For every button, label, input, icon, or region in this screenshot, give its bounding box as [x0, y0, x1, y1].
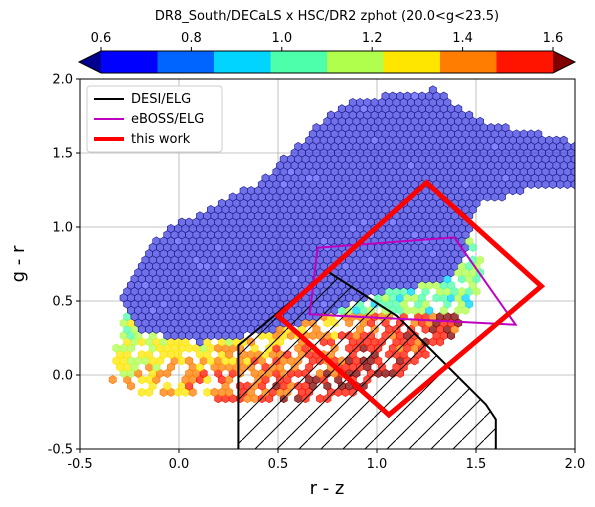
x-tick-label: 1.5: [466, 457, 487, 472]
hexbin-cell: [534, 129, 543, 139]
hexbin-cell: [527, 129, 536, 139]
selection-boxes: [237, 179, 546, 449]
hexbin-cell: [512, 129, 521, 139]
y-axis-label: g - r: [8, 245, 29, 282]
axes-frame: [79, 78, 576, 450]
this-work-box: [274, 179, 546, 419]
hexbin-cell: [559, 135, 568, 145]
hexbin-cell: [487, 123, 496, 133]
colorbar-segment: [327, 51, 384, 73]
colorbar-segment: [214, 51, 271, 73]
desi-elg-hatch: [238, 271, 496, 449]
desi-elg-box: [237, 270, 497, 449]
hexbin-cell: [294, 142, 303, 152]
colorbar-tick-label: 1.4: [452, 31, 473, 46]
hexbin-cell: [356, 97, 365, 108]
colorbar-tick-label: 1.2: [362, 31, 383, 46]
x-tick-label: -0.5: [67, 457, 92, 472]
colorbar-extend-low: [79, 51, 101, 73]
hexbin-cell: [217, 198, 226, 208]
x-tick-label: 1.0: [367, 457, 388, 472]
colorbar-tick-label: 0.8: [181, 31, 202, 46]
hexbin-cell: [185, 356, 194, 366]
y-tick-label: 0.0: [52, 369, 73, 384]
hexbin-cell: [410, 91, 419, 101]
hexbin-cell: [454, 104, 463, 114]
y-tick-label: -0.5: [48, 443, 73, 458]
hexbin-cell: [137, 387, 146, 397]
y-tick-label: 1.0: [52, 221, 73, 236]
x-tick-label: 0.0: [169, 457, 190, 472]
x-axis-label: r - z: [310, 478, 345, 499]
colorbar-segment: [157, 51, 215, 73]
hexbin-cell: [501, 123, 510, 133]
hexbin-cell: [370, 97, 379, 108]
hexbin-cell: [403, 91, 412, 101]
hexbin-cell: [363, 97, 372, 108]
colorbar-segment: [383, 51, 441, 73]
hexbin-cell: [196, 211, 204, 221]
hexbin-cell: [210, 387, 219, 397]
hexbin-cell: [163, 381, 172, 391]
x-ticks: -0.5 0.0 0.5 1.0 1.5 2.0: [67, 449, 585, 472]
y-tick-label: 1.5: [52, 147, 73, 162]
hexbin-cell: [239, 186, 248, 196]
hexbin-cell: [545, 135, 554, 145]
colorbar-segment: [270, 51, 328, 73]
colorbar-ticks: 0.6 0.8 1.0 1.2 1.4 1.6: [91, 31, 564, 51]
hexbin-cell: [312, 123, 321, 133]
hexbin-cell: [428, 85, 437, 95]
hexbin-cell: [261, 173, 270, 183]
legend-box: [86, 85, 223, 153]
hexbin-cell: [108, 375, 117, 385]
hexbin-cell: [396, 91, 405, 101]
hexbin-cell: [326, 110, 335, 120]
hexbin-cell: [348, 97, 357, 108]
eboss-elg-box: [308, 236, 518, 326]
colorbar-segment: [440, 51, 497, 73]
y-tick-label: 0.5: [52, 295, 73, 310]
hexbin-cell: [465, 110, 474, 120]
hexbin-cell: [337, 104, 346, 114]
hexbin-cell: [552, 135, 561, 145]
hexbin-cell: [457, 286, 466, 297]
hexbin-cell: [519, 129, 528, 139]
hexbin-cell: [137, 349, 146, 360]
colorbar-segment: [101, 51, 158, 73]
colorbar-extend-high: [553, 51, 575, 73]
legend: DESI/ELG eBOSS/ELG this work: [86, 85, 223, 153]
y-tick-label: 2.0: [52, 73, 73, 88]
hexbin-cell: [112, 343, 121, 353]
hexbin-cell: [228, 192, 237, 202]
hexbin-cell: [152, 236, 161, 246]
y-ticks: -0.5 0.0 0.5 1.0 1.5 2.0: [48, 73, 80, 458]
colorbar-tick-label: 0.6: [91, 31, 112, 46]
hexbin-cell: [439, 91, 448, 101]
hexbin-cell: [388, 91, 397, 101]
hexbin-cell: [185, 217, 194, 227]
chart-title: DR8_South/DECaLS x HSC/DR2 zphot (20.0<g…: [155, 9, 499, 24]
colorbar-tick-label: 1.6: [543, 31, 564, 46]
hexbin-cell: [177, 217, 186, 227]
legend-label-this-work: this work: [131, 132, 191, 147]
hexbin-cell: [203, 387, 212, 397]
hexbin-cell: [476, 116, 485, 126]
colorbar-segment: [496, 51, 554, 73]
colorbar: [77, 50, 577, 74]
hexbin-cell: [207, 205, 215, 215]
legend-label-desi: DESI/ELG: [131, 92, 191, 107]
hexbin-cell: [247, 186, 255, 196]
hexbin-cell: [381, 91, 390, 101]
legend-label-eboss: eBOSS/ELG: [131, 112, 204, 127]
hexbin-cell: [417, 91, 426, 101]
hexbin-cell: [167, 223, 175, 234]
x-tick-label: 2.0: [565, 457, 586, 472]
hexbin-cell: [476, 255, 485, 265]
hexbin-cell: [279, 154, 288, 164]
x-tick-label: 0.5: [268, 457, 289, 472]
colorbar-tick-label: 1.0: [271, 31, 292, 46]
hexbin-cell: [494, 123, 503, 133]
